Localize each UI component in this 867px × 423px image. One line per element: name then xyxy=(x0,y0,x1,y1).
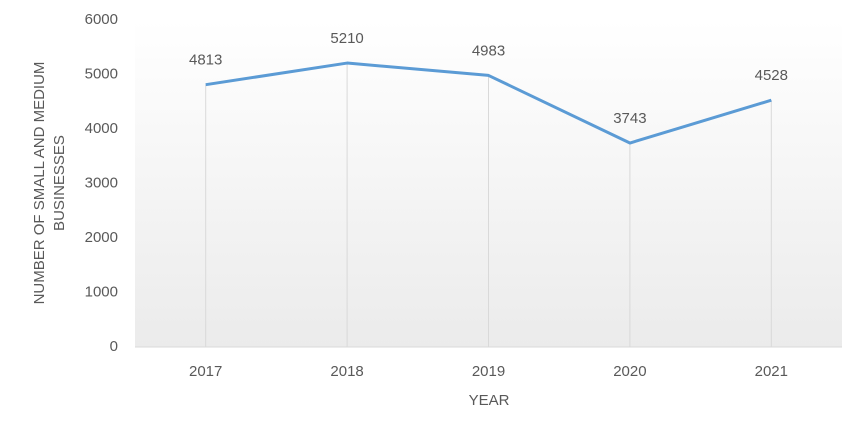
y-tick-label: 2000 xyxy=(85,229,118,246)
y-tick-label: 5000 xyxy=(85,65,118,82)
y-tick-label: 0 xyxy=(110,338,118,355)
x-tick-label: 2017 xyxy=(189,363,222,380)
data-label: 4813 xyxy=(189,52,222,69)
x-axis-label: YEAR xyxy=(469,392,510,409)
y-tick-label: 4000 xyxy=(85,120,118,137)
x-tick-label: 2020 xyxy=(613,363,646,380)
data-label: 4983 xyxy=(472,42,505,59)
x-tick-label: 2021 xyxy=(755,363,788,380)
data-label: 5210 xyxy=(330,30,363,47)
y-tick-label: 3000 xyxy=(85,174,118,191)
y-tick-label: 6000 xyxy=(85,11,118,28)
y-axis-label: NUMBER OF SMALL AND MEDIUM xyxy=(31,62,48,305)
y-tick-label: 1000 xyxy=(85,283,118,300)
data-line xyxy=(205,61,772,145)
data-label: 4528 xyxy=(755,67,788,84)
data-label: 3743 xyxy=(613,110,646,127)
x-tick-label: 2019 xyxy=(472,363,505,380)
y-axis-label: BUSINESSES xyxy=(51,135,68,231)
x-tick-label: 2018 xyxy=(330,363,363,380)
